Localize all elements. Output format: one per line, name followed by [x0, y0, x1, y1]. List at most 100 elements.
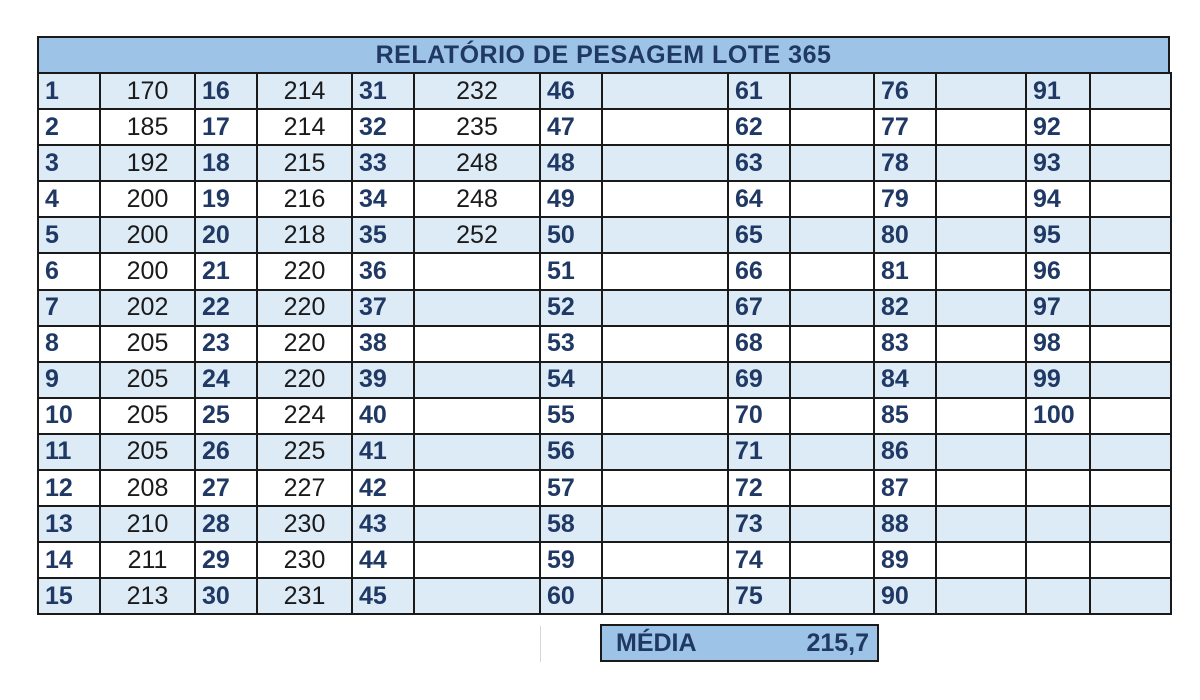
weight-cell: 213 — [99, 577, 196, 616]
weight-cell: 211 — [99, 541, 196, 580]
animal-number-cell: 9 — [37, 360, 101, 399]
weight-cell — [601, 144, 729, 183]
weight-cell — [935, 144, 1027, 183]
animal-number-cell: 89 — [873, 541, 937, 580]
weight-cell — [601, 360, 729, 399]
weight-cell: 224 — [256, 396, 353, 435]
animal-number-cell: 52 — [539, 288, 603, 327]
animal-number-cell: 29 — [194, 541, 258, 580]
animal-number-cell: 22 — [194, 288, 258, 327]
animal-number-cell: 63 — [727, 144, 791, 183]
weight-cell — [935, 469, 1027, 508]
animal-number-cell — [1025, 541, 1091, 580]
animal-number-cell: 48 — [539, 144, 603, 183]
animal-number-cell: 76 — [873, 71, 937, 111]
animal-number-cell: 95 — [1025, 216, 1091, 255]
weight-cell — [1089, 71, 1172, 111]
table-row: 8 205 23 220 38 53 68 83 98 — [37, 324, 1172, 363]
weight-cell: 205 — [99, 360, 196, 399]
animal-number-cell: 59 — [539, 541, 603, 580]
animal-number-cell: 37 — [351, 288, 415, 327]
animal-number-cell: 72 — [727, 469, 791, 508]
animal-number-cell: 53 — [539, 324, 603, 363]
table-row: 3 192 18 215 33 248 48 63 78 93 — [37, 144, 1172, 183]
animal-number-cell: 50 — [539, 216, 603, 255]
animal-number-cell: 11 — [37, 432, 101, 472]
animal-number-cell: 7 — [37, 288, 101, 327]
weight-cell: 220 — [256, 288, 353, 327]
weight-cell — [413, 469, 541, 508]
animal-number-cell: 8 — [37, 324, 101, 363]
weight-cell — [413, 396, 541, 435]
weight-cell: 230 — [256, 541, 353, 580]
animal-number-cell: 51 — [539, 252, 603, 291]
weight-cell: 220 — [256, 324, 353, 363]
weight-cell — [1089, 469, 1172, 508]
weight-cell — [935, 252, 1027, 291]
weight-cell — [601, 216, 729, 255]
animal-number-cell: 3 — [37, 144, 101, 183]
weight-cell: 205 — [99, 324, 196, 363]
weight-cell: 232 — [413, 71, 541, 111]
weight-cell: 235 — [413, 108, 541, 147]
table-row: 5 200 20 218 35 252 50 65 80 95 — [37, 216, 1172, 255]
animal-number-cell: 12 — [37, 469, 101, 508]
animal-number-cell: 15 — [37, 577, 101, 616]
animal-number-cell: 43 — [351, 505, 415, 544]
animal-number-cell: 94 — [1025, 180, 1091, 219]
weight-cell — [413, 324, 541, 363]
animal-number-cell: 71 — [727, 432, 791, 472]
weight-cell — [601, 541, 729, 580]
table-row: 6 200 21 220 36 51 66 81 96 — [37, 252, 1172, 291]
weight-cell: 208 — [99, 469, 196, 508]
animal-number-cell: 91 — [1025, 71, 1091, 111]
weight-cell — [1089, 396, 1172, 435]
weight-cell — [413, 252, 541, 291]
animal-number-cell: 54 — [539, 360, 603, 399]
animal-number-cell: 1 — [37, 71, 101, 111]
weight-cell — [935, 180, 1027, 219]
table-row: 1 170 16 214 31 232 46 61 76 91 — [37, 71, 1172, 111]
animal-number-cell: 13 — [37, 505, 101, 544]
weight-cell — [601, 469, 729, 508]
animal-number-cell: 74 — [727, 541, 791, 580]
animal-number-cell: 62 — [727, 108, 791, 147]
weight-cell — [601, 108, 729, 147]
weight-cell — [935, 216, 1027, 255]
animal-number-cell: 69 — [727, 360, 791, 399]
weight-cell — [413, 541, 541, 580]
animal-number-cell: 23 — [194, 324, 258, 363]
animal-number-cell: 92 — [1025, 108, 1091, 147]
weight-cell: 248 — [413, 180, 541, 219]
weight-cell — [789, 577, 875, 616]
weight-cell: 231 — [256, 577, 353, 616]
animal-number-cell: 70 — [727, 396, 791, 435]
animal-number-cell: 4 — [37, 180, 101, 219]
animal-number-cell: 73 — [727, 505, 791, 544]
animal-number-cell: 88 — [873, 505, 937, 544]
animal-number-cell: 99 — [1025, 360, 1091, 399]
animal-number-cell: 6 — [37, 252, 101, 291]
animal-number-cell: 49 — [539, 180, 603, 219]
weight-cell: 215 — [256, 144, 353, 183]
cell-gridline — [540, 626, 541, 662]
animal-number-cell: 44 — [351, 541, 415, 580]
animal-number-cell: 14 — [37, 541, 101, 580]
animal-number-cell: 55 — [539, 396, 603, 435]
table-row: 9 205 24 220 39 54 69 84 99 — [37, 360, 1172, 399]
weight-cell: 192 — [99, 144, 196, 183]
animal-number-cell: 32 — [351, 108, 415, 147]
weight-cell: 216 — [256, 180, 353, 219]
animal-number-cell: 36 — [351, 252, 415, 291]
animal-number-cell: 2 — [37, 108, 101, 147]
animal-number-cell: 16 — [194, 71, 258, 111]
weight-cell — [1089, 108, 1172, 147]
animal-number-cell: 19 — [194, 180, 258, 219]
average-box: MÉDIA 215,7 — [600, 624, 879, 662]
table-row: 12 208 27 227 42 57 72 87 — [37, 469, 1172, 508]
animal-number-cell — [1025, 505, 1091, 544]
weight-cell — [1089, 541, 1172, 580]
animal-number-cell: 100 — [1025, 396, 1091, 435]
animal-number-cell — [1025, 432, 1091, 472]
table-row: 14 211 29 230 44 59 74 89 — [37, 541, 1172, 580]
